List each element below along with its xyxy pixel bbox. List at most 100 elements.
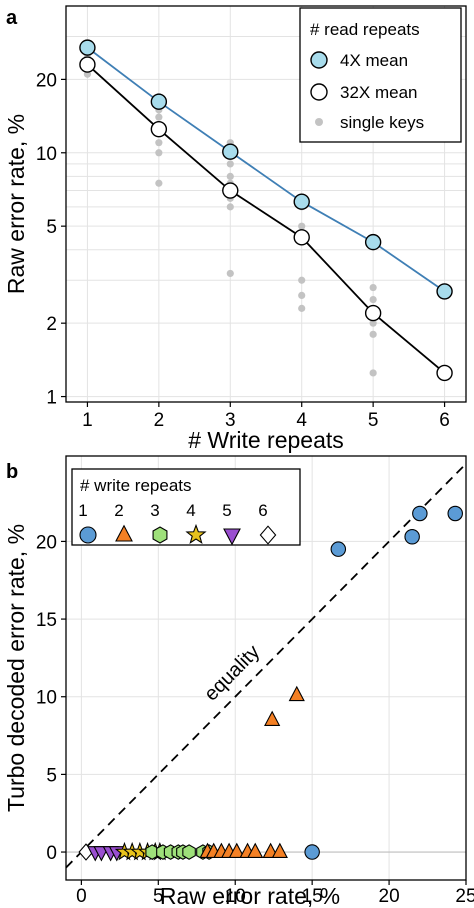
point-4x-mean — [293, 193, 310, 210]
single-key-point — [226, 269, 234, 278]
legend-write-repeats-label-6: 6 — [258, 501, 267, 520]
single-key-point — [298, 291, 306, 300]
legend-write-repeats-label-1: 1 — [78, 501, 87, 520]
panel-b-legend: # write repeats 1 2 3 4 5 6 — [71, 468, 301, 546]
legend-write-repeats-marker-4 — [185, 523, 207, 545]
point-32x-mean — [222, 182, 239, 199]
single-key-point — [226, 203, 234, 211]
single-key-point — [155, 113, 163, 121]
point-write-repeats-1 — [447, 505, 463, 522]
single-key-point — [298, 222, 306, 230]
panel-a-y-ticks: 1 2 5 10 20 — [36, 70, 66, 409]
panel-a-legend-box — [299, 7, 462, 143]
panel-b-x-tick-0: 0 — [76, 886, 87, 907]
point-write-repeats-2 — [288, 685, 305, 702]
panel-b-y-tick-5: 5 — [46, 765, 57, 786]
point-32x-mean — [436, 364, 453, 382]
point-write-repeats-3 — [182, 844, 196, 860]
legend-single-keys-label: single keys — [340, 113, 424, 132]
panel-a-y-axis-label: Raw error rate, % — [3, 114, 29, 294]
legend-32x-mean-label: 32X mean — [340, 83, 418, 102]
point-write-repeats-2 — [228, 842, 245, 858]
single-key-point — [369, 369, 377, 377]
panel-a-x-tick-3: 3 — [225, 410, 236, 431]
panel-a-frame — [65, 5, 467, 403]
point-4x-mean — [436, 283, 453, 300]
panel-b-x-tick-10: 10 — [225, 886, 246, 907]
panel-a-y-tick-20: 20 — [36, 70, 57, 91]
panel-a-legend-title: # read repeats — [310, 20, 420, 39]
panel-b-y-tick-10: 10 — [36, 688, 57, 709]
legend-4x-mean-label: 4X mean — [340, 51, 408, 70]
single-key-point — [298, 304, 306, 312]
single-key-point — [298, 276, 306, 284]
panel-b-x-tick-5: 5 — [153, 886, 164, 907]
panel-a-letter: a — [6, 7, 18, 29]
single-key-point — [369, 330, 377, 338]
point-write-repeats-1 — [330, 541, 347, 557]
single-key-point — [155, 179, 163, 187]
point-32x-mean — [364, 304, 382, 322]
panel-a-series-lines — [86, 46, 446, 374]
panel-a-y-tick-2: 2 — [46, 314, 57, 335]
panel-b-y-tick-0: 0 — [46, 843, 57, 864]
legend-write-repeats-label-2: 2 — [114, 501, 123, 520]
single-key-point — [369, 319, 377, 327]
panel-b-y-axis-label: Turbo decoded error rate, % — [3, 524, 29, 812]
panel-a: a 1 2 3 4 5 6 1 2 5 10 20 # Write repeats Raw err… — [3, 5, 467, 453]
point-4x-mean — [79, 39, 96, 56]
single-key-point — [226, 172, 234, 181]
legend-write-repeats-marker-2 — [115, 524, 133, 542]
series-line-32x-mean — [86, 63, 446, 374]
panel-b-x-tick-15: 15 — [302, 886, 323, 907]
panel-b-x-axis-label: Raw error rate, % — [160, 883, 340, 908]
point-32x-mean — [293, 229, 310, 246]
panel-b-y-ticks: 0 5 10 15 20 — [36, 532, 66, 864]
point-4x-mean — [364, 233, 382, 251]
point-4x-mean — [150, 93, 168, 110]
panel-b-x-ticks: 0 5 10 15 20 25 — [76, 880, 474, 907]
panel-a-y-tick-5: 5 — [46, 217, 57, 238]
panel-b-equality-line — [65, 463, 467, 869]
panel-b-x-tick-20: 20 — [379, 886, 400, 907]
legend-write-repeats-marker-6 — [259, 525, 277, 545]
single-key-point — [369, 295, 377, 304]
panel-a-points — [79, 39, 453, 382]
panel-a-x-tick-4: 4 — [296, 410, 307, 431]
panel-b-equality-label: equality — [200, 641, 264, 705]
legend-4x-mean-marker — [310, 51, 328, 69]
panel-a-x-axis-label: # Write repeats — [188, 427, 344, 453]
single-key-point — [155, 149, 163, 157]
single-key-point — [226, 160, 234, 168]
panel-b-legend-title: # write repeats — [80, 476, 192, 495]
point-32x-mean — [150, 120, 168, 138]
panel-a-y-tick-1: 1 — [46, 388, 57, 409]
series-line-4x-mean — [86, 46, 446, 293]
point-write-repeats-2 — [271, 842, 288, 858]
single-key-point — [369, 283, 377, 292]
point-write-repeats-2 — [247, 842, 264, 858]
legend-write-repeats-marker-3 — [152, 526, 168, 544]
point-write-repeats-1 — [404, 529, 420, 545]
panel-a-x-tick-6: 6 — [439, 410, 450, 431]
panel-a-y-tick-10: 10 — [36, 144, 57, 165]
panel-b-legend-items: 1 2 3 4 5 6 — [78, 501, 277, 546]
legend-write-repeats-label-3: 3 — [150, 501, 159, 520]
panel-a-x-tick-1: 1 — [82, 410, 93, 431]
legend-write-repeats-label-4: 4 — [186, 501, 195, 520]
legend-write-repeats-label-5: 5 — [222, 501, 231, 520]
panel-b-x-tick-25: 25 — [455, 886, 474, 907]
legend-single-keys-marker — [315, 118, 323, 126]
legend-write-repeats-marker-5 — [223, 528, 241, 546]
panel-b-y-tick-15: 15 — [36, 610, 57, 631]
legend-write-repeats-marker-1 — [79, 526, 97, 544]
point-4x-mean — [222, 143, 239, 160]
panel-a-x-ticks: 1 2 3 4 5 6 — [82, 402, 450, 431]
panel-a-legend: # read repeats 4X mean 32X mean single k… — [299, 7, 462, 143]
panel-a-x-tick-5: 5 — [368, 410, 379, 431]
point-32x-mean — [79, 56, 96, 73]
panel-a-x-tick-2: 2 — [154, 410, 165, 431]
panel-b-letter: b — [6, 461, 18, 483]
